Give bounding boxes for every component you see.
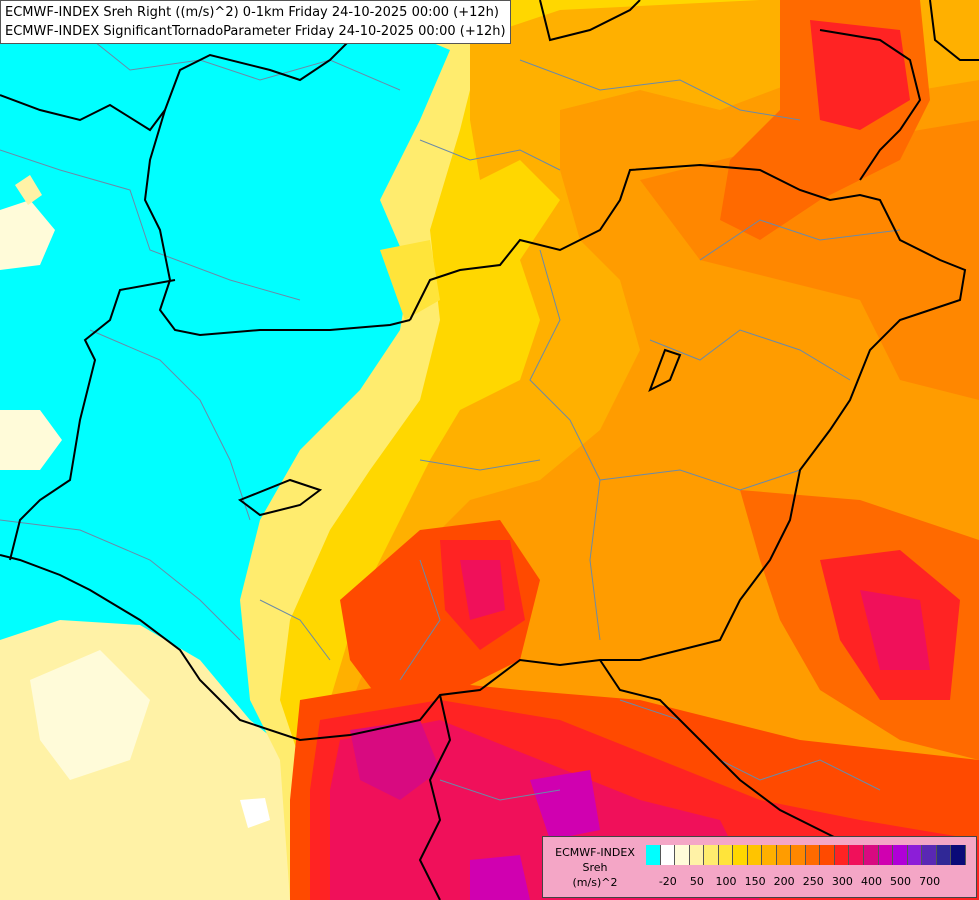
low-value-field: [0, 175, 310, 900]
legend-swatch: [762, 845, 777, 865]
legend-swatch: [922, 845, 937, 865]
legend-swatch: [718, 845, 734, 865]
legend-tick-label: 300: [831, 875, 853, 888]
legend-tick-label: 200: [773, 875, 795, 888]
map-title-box: ECMWF-INDEX Sreh Right ((m/s)^2) 0-1km F…: [0, 0, 511, 44]
legend-swatch: [689, 845, 705, 865]
legend-swatch: [733, 845, 748, 865]
legend-variable: Sreh: [582, 861, 608, 874]
legend-swatch: [951, 845, 966, 865]
legend-swatch: [863, 845, 879, 865]
legend-swatches: [646, 845, 966, 865]
legend-swatch: [776, 845, 792, 865]
legend-swatch: [834, 845, 850, 865]
legend-title: ECMWF-INDEX Sreh (m/s)^2: [547, 845, 643, 890]
legend-tick-label: 100: [715, 875, 737, 888]
legend-swatch: [747, 845, 763, 865]
legend-swatch: [907, 845, 923, 865]
legend-swatch: [646, 845, 661, 865]
legend-tick-label: 150: [744, 875, 766, 888]
legend-swatch: [660, 845, 676, 865]
legend-tick-label: 500: [890, 875, 912, 888]
legend-tick-label: 250: [802, 875, 824, 888]
legend-swatch: [878, 845, 894, 865]
region-boundaries: [0, 29, 901, 801]
high-value-field: [240, 0, 979, 900]
map-title-sreh: ECMWF-INDEX Sreh Right ((m/s)^2) 0-1km F…: [5, 5, 499, 20]
map-title-stp: ECMWF-INDEX SignificantTornadoParameter …: [5, 24, 506, 39]
legend-tick-label: -20: [658, 875, 677, 888]
legend-source: ECMWF-INDEX: [555, 846, 635, 859]
legend-swatch: [849, 845, 864, 865]
legend-swatch: [936, 845, 952, 865]
legend-tick-label: 50: [689, 875, 704, 888]
legend-swatch: [820, 845, 835, 865]
legend-tick-label: 400: [860, 875, 882, 888]
color-legend: ECMWF-INDEX Sreh (m/s)^2 -20 50 100 150 200 2…: [542, 836, 977, 898]
legend-tick-label: 700: [919, 875, 941, 888]
legend-swatch: [805, 845, 821, 865]
legend-swatch: [704, 845, 719, 865]
legend-ticks: -20 50 100 150 200 250 300 400 500 700: [646, 875, 966, 889]
legend-units: (m/s)^2: [572, 876, 618, 889]
legend-swatch: [893, 845, 908, 865]
legend-swatch: [675, 845, 690, 865]
legend-swatch: [791, 845, 806, 865]
